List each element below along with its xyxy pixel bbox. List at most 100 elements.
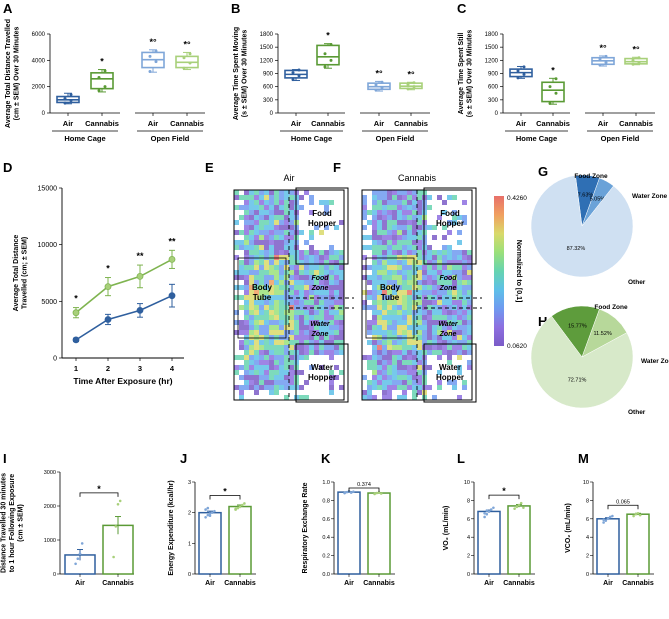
data-point [516, 76, 520, 80]
heatmap-cell [382, 235, 387, 240]
data-point [63, 101, 67, 105]
heatmap-cell [324, 290, 329, 295]
heatmap-cell [362, 210, 367, 215]
heatmap-cell [269, 335, 274, 340]
heatmap-cell [239, 285, 244, 290]
significance-mark: * [223, 486, 227, 496]
heatmap-cell [289, 360, 294, 365]
heatmap-cell [407, 340, 412, 345]
heatmap-cell [402, 200, 407, 205]
heatmap-cell [382, 190, 387, 195]
heatmap-cell [239, 340, 244, 345]
heatmap-cell [467, 350, 472, 355]
heatmap-cell [417, 380, 422, 385]
significance-bracket [79, 492, 119, 497]
heatmap-cell [289, 345, 294, 350]
heatmap-cell [254, 245, 259, 250]
heatmap-cell [279, 290, 284, 295]
panel-letter-a: A [3, 1, 13, 16]
heatmap-cell [442, 320, 447, 325]
heatmap-cell [284, 265, 289, 270]
heatmap-cell [402, 360, 407, 365]
heatmap-cell [254, 295, 259, 300]
data-point [240, 503, 244, 507]
heatmap-cell [244, 380, 249, 385]
heatmap-cell [339, 305, 344, 310]
heatmap-cell [234, 190, 239, 195]
pie-slice-label: Other [628, 279, 646, 286]
heatmap-cell [254, 250, 259, 255]
heatmap-cell [412, 210, 417, 215]
heatmap-cell [387, 375, 392, 380]
heatmap-cell [339, 270, 344, 275]
heatmap-cell [467, 260, 472, 265]
heatmap-cell [269, 370, 274, 375]
heatmap-cell [264, 190, 269, 195]
heatmap-cell [234, 205, 239, 210]
heatmap-cell [462, 305, 467, 310]
heatmap-cell [462, 310, 467, 315]
heatmap-cell [304, 255, 309, 260]
heatmap-cell [249, 350, 254, 355]
heatmap-cell [442, 290, 447, 295]
heatmap-cell [407, 220, 412, 225]
heatmap-cell [372, 375, 377, 380]
heatmap-cell [239, 245, 244, 250]
heatmap-cell [392, 320, 397, 325]
heatmap-cell [447, 310, 452, 315]
heatmap-cell [259, 255, 264, 260]
heatmap-cell [377, 205, 382, 210]
heatmap-cell [284, 345, 289, 350]
heatmap-cell [412, 195, 417, 200]
heatmap-cell [382, 290, 387, 295]
heatmap-cell [289, 295, 294, 300]
heatmap-cell [329, 340, 334, 345]
heatmap-cell [324, 315, 329, 320]
heatmap-cell [284, 275, 289, 280]
data-point [116, 503, 120, 506]
x-axis-label: Time After Exposure (hr) [73, 376, 172, 386]
heatmap-cell [392, 255, 397, 260]
heatmap-cell [422, 275, 427, 280]
heatmap-cell [324, 325, 329, 330]
heatmap-cell [269, 290, 274, 295]
heatmap-cell [407, 325, 412, 330]
heatmap-cell [442, 350, 447, 355]
heatmap-cell [427, 315, 432, 320]
heatmap-cell [417, 290, 422, 295]
heatmap-cell [239, 375, 244, 380]
heatmap-cell [329, 325, 334, 330]
heatmap-cell [387, 235, 392, 240]
heatmap-cell [382, 245, 387, 250]
heatmap-cell [467, 325, 472, 330]
heatmap-cell [412, 225, 417, 230]
heatmap-cell [249, 215, 254, 220]
heatmap-cell [259, 210, 264, 215]
x-tick-label: Air [148, 119, 159, 128]
heatmap-cell [452, 380, 457, 385]
heatmap-cell [407, 350, 412, 355]
heatmap-cell [422, 290, 427, 295]
heatmap-cell [264, 270, 269, 275]
y-tick-label: 0 [42, 111, 46, 117]
heatmap-cell [269, 255, 274, 260]
heatmap-cell [289, 370, 294, 375]
heatmap-cell [319, 290, 324, 295]
heatmap-cell [289, 250, 294, 255]
heatmap-cell [437, 195, 442, 200]
heatmap-cell [269, 310, 274, 315]
heatmap-cell [334, 280, 339, 285]
heatmap-cell [427, 280, 432, 285]
heatmap-cell [334, 260, 339, 265]
data-point [103, 85, 107, 89]
x-tick-label: Air [374, 119, 385, 128]
heatmap-cell [329, 355, 334, 360]
heatmap-cell [397, 260, 402, 265]
heatmap-cell [407, 225, 412, 230]
heatmap-cell [334, 300, 339, 305]
heatmap-cell [314, 250, 319, 255]
heatmap-cell [319, 305, 324, 310]
heatmap-cell [334, 375, 339, 380]
heatmap-cell [334, 340, 339, 345]
heatmap-cell [407, 365, 412, 370]
